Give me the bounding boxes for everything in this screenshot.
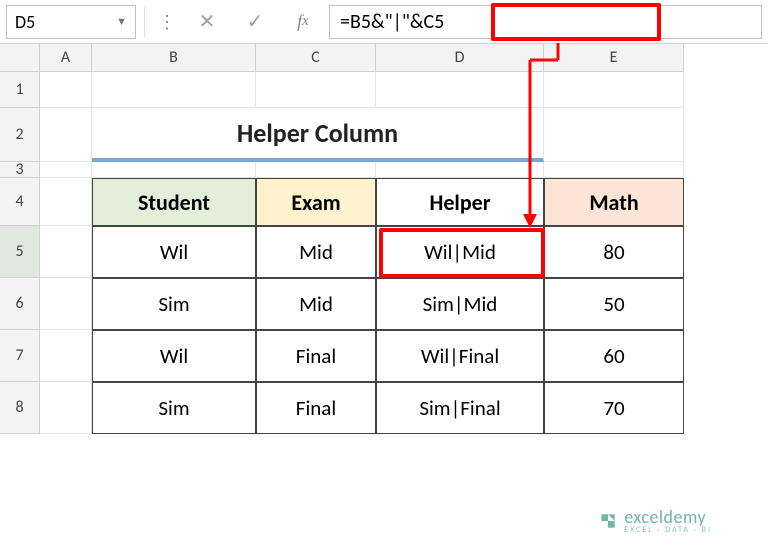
cell-exam[interactable]: Mid: [256, 226, 376, 278]
chevron-down-icon[interactable]: ▼: [116, 15, 127, 28]
col-header-a[interactable]: A: [40, 44, 92, 72]
cell-exam[interactable]: Mid: [256, 278, 376, 330]
header-helper[interactable]: Helper: [376, 178, 544, 226]
header-exam[interactable]: Exam: [256, 178, 376, 226]
cell-student[interactable]: Sim: [92, 278, 256, 330]
formula-bar-row: D5 ▼ ⋮ ✕ ✓ fx =B5&"|"&C5: [0, 0, 768, 44]
formula-text: =B5&"|"&C5: [340, 10, 444, 34]
separator: [144, 7, 145, 37]
cell-helper[interactable]: Wil|Final: [376, 330, 544, 382]
cell-student[interactable]: Sim: [92, 382, 256, 434]
cell[interactable]: [544, 162, 684, 178]
column-headers: A B C D E: [0, 44, 768, 72]
header-student[interactable]: Student: [92, 178, 256, 226]
enter-icon[interactable]: ✓: [233, 5, 277, 39]
cell-math[interactable]: 80: [544, 226, 684, 278]
cell[interactable]: [40, 162, 92, 178]
grid-row: 1: [0, 72, 768, 108]
cell[interactable]: [40, 278, 92, 330]
cell[interactable]: [544, 108, 684, 162]
cell-helper[interactable]: Sim|Mid: [376, 278, 544, 330]
more-icon[interactable]: ⋮: [153, 5, 181, 39]
grid-row: 8 Sim Final Sim|Final 70: [0, 382, 768, 434]
row-header-4[interactable]: 4: [0, 178, 40, 226]
cell[interactable]: [376, 162, 544, 178]
cell[interactable]: [40, 178, 92, 226]
cell[interactable]: [92, 162, 256, 178]
cell[interactable]: [376, 72, 544, 108]
row-header-8[interactable]: 8: [0, 382, 40, 434]
cell-student[interactable]: Wil: [92, 226, 256, 278]
select-all-corner[interactable]: [0, 44, 40, 72]
table-title: Helper Column: [237, 117, 398, 149]
row-header-7[interactable]: 7: [0, 330, 40, 382]
title-cell[interactable]: Helper Column: [92, 108, 544, 162]
fx-icon[interactable]: fx: [281, 5, 325, 39]
cell-exam[interactable]: Final: [256, 382, 376, 434]
grid-row: 6 Sim Mid Sim|Mid 50: [0, 278, 768, 330]
cell[interactable]: [92, 72, 256, 108]
cell[interactable]: [256, 162, 376, 178]
cell-math[interactable]: 50: [544, 278, 684, 330]
grid-row: 7 Wil Final Wil|Final 60: [0, 330, 768, 382]
logo-text: exceldemy: [624, 508, 712, 526]
grid-row: 3: [0, 162, 768, 178]
cell-exam[interactable]: Final: [256, 330, 376, 382]
logo-icon: [598, 511, 618, 531]
grid-row: 5 Wil Mid Wil|Mid 80: [0, 226, 768, 278]
cell[interactable]: [40, 382, 92, 434]
formula-input[interactable]: =B5&"|"&C5: [329, 5, 762, 39]
col-header-c[interactable]: C: [256, 44, 376, 72]
name-box-value: D5: [15, 11, 35, 33]
row-header-6[interactable]: 6: [0, 278, 40, 330]
cell-math[interactable]: 60: [544, 330, 684, 382]
cancel-icon[interactable]: ✕: [185, 5, 229, 39]
grid-row: 4 Student Exam Helper Math: [0, 178, 768, 226]
cell[interactable]: [256, 72, 376, 108]
logo-sub: EXCEL · DATA · BI: [624, 526, 712, 534]
cell[interactable]: [40, 330, 92, 382]
cell[interactable]: [40, 108, 92, 162]
row-header-3[interactable]: 3: [0, 162, 40, 178]
col-header-b[interactable]: B: [92, 44, 256, 72]
cell-student[interactable]: Wil: [92, 330, 256, 382]
cell[interactable]: [544, 72, 684, 108]
cell-math[interactable]: 70: [544, 382, 684, 434]
header-math[interactable]: Math: [544, 178, 684, 226]
cell[interactable]: [40, 226, 92, 278]
row-header-1[interactable]: 1: [0, 72, 40, 108]
exceldemy-logo: exceldemy EXCEL · DATA · BI: [598, 508, 712, 534]
cell-helper[interactable]: Wil|Mid: [376, 226, 544, 278]
col-header-d[interactable]: D: [376, 44, 544, 72]
grid-row: 2 Helper Column: [0, 108, 768, 162]
row-header-2[interactable]: 2: [0, 108, 40, 162]
name-box[interactable]: D5 ▼: [6, 5, 136, 39]
cell-helper[interactable]: Sim|Final: [376, 382, 544, 434]
cell[interactable]: [40, 72, 92, 108]
row-header-5[interactable]: 5: [0, 226, 40, 278]
col-header-e[interactable]: E: [544, 44, 684, 72]
